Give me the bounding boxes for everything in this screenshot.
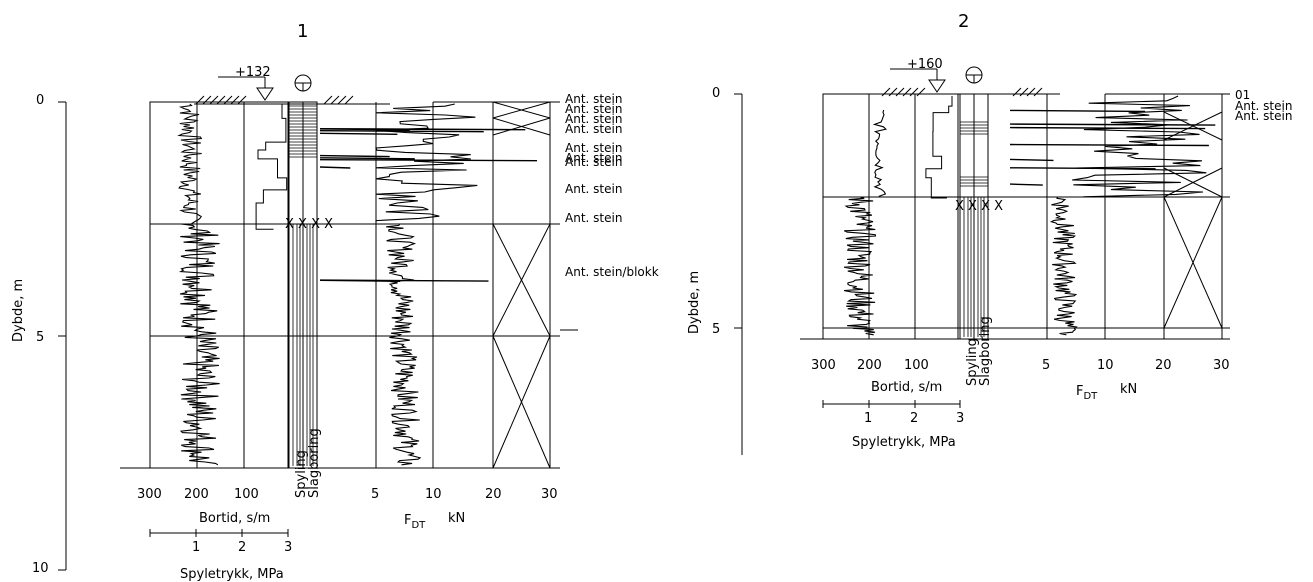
method-label: Slagboring <box>307 428 322 498</box>
fdt-trace <box>375 103 478 466</box>
annotation: Ant. stein <box>565 141 622 155</box>
method-strip: X X X X Spyling Slagboring <box>285 101 333 498</box>
elevation-label: +160 <box>907 57 943 72</box>
depth-tick-label: 0 <box>712 86 720 101</box>
fdt-tick: 20 <box>485 487 502 502</box>
fdt-unit: kN <box>448 511 465 526</box>
spyletrykk-tick: 3 <box>284 540 292 555</box>
spyletrykk-tick: 2 <box>238 540 246 555</box>
elevation-marker: +132 <box>218 65 312 103</box>
method-cross-marks: X X X X <box>955 199 1003 214</box>
fdt-axis: 5 10 20 30 FDT kN <box>1042 358 1230 402</box>
bortid-axis: 300 200 100 Bortid, s/m 1 2 3 Spyletrykk… <box>811 358 964 450</box>
bortid-tick: 300 <box>137 487 162 502</box>
annotation: Ant. stein <box>1235 99 1292 113</box>
depth-axis: 0 5 Dybde, m <box>687 86 743 455</box>
spyletrykk-trace <box>925 96 953 199</box>
method-hatch <box>289 105 317 158</box>
annotations: 01 Ant. stein Ant. stein <box>1235 88 1292 123</box>
spyletrykk-tick: 1 <box>192 540 200 555</box>
bortid-axis-label: Bortid, s/m <box>199 511 270 526</box>
annotation: Ant. stein <box>565 182 622 196</box>
annotation: Ant. stein <box>565 102 622 116</box>
fdt-axis-label: FDT <box>404 513 426 531</box>
depth-tick-label: 5 <box>712 322 720 337</box>
annotation: Ant. stein <box>565 151 622 165</box>
fdt-tick: 5 <box>371 487 379 502</box>
fdt-tick: 5 <box>1042 358 1050 373</box>
sounding-plot-1: 1 0 5 10 Dybde, m +132 <box>11 21 659 582</box>
fdt-tick: 10 <box>1097 358 1114 373</box>
method-label: Spyling <box>965 338 980 386</box>
method-cross-marks: X X X X <box>285 217 333 232</box>
bortid-frame <box>800 87 1230 340</box>
method-label: Spyling <box>294 450 309 498</box>
plot-title: 1 <box>297 21 308 42</box>
method-hatch <box>960 121 988 187</box>
method-stripes <box>963 197 985 337</box>
spyletrykk-tick: 3 <box>956 411 964 426</box>
spyletrykk-tick: 1 <box>864 411 872 426</box>
fdt-trace <box>1049 95 1207 336</box>
depth-axis: 0 5 10 Dybde, m <box>11 93 67 576</box>
annotation: Ant. stein <box>1235 109 1292 123</box>
fdt-frame <box>319 101 578 469</box>
annotation: Ant. stein <box>565 112 622 126</box>
depth-tick-label: 0 <box>36 93 44 108</box>
bortid-tick: 100 <box>234 487 259 502</box>
depth-tick-label: 10 <box>32 561 49 576</box>
depth-tick-label: 5 <box>36 330 44 345</box>
fdt-unit: kN <box>1120 382 1137 397</box>
elevation-label: +132 <box>235 65 271 80</box>
bortid-frame <box>120 95 560 469</box>
annotations: Ant. stein Ant. stein Ant. stein Ant. st… <box>565 92 659 279</box>
plot-title: 2 <box>958 11 969 32</box>
bortid-axis-label: Bortid, s/m <box>871 380 942 395</box>
fdt-frame <box>1009 93 1230 340</box>
spyletrykk-tick: 2 <box>910 411 918 426</box>
annotation: Ant. stein <box>565 211 622 225</box>
depth-axis-label: Dybde, m <box>687 271 702 334</box>
method-label: Slagboring <box>978 316 993 386</box>
elevation-marker: +160 <box>890 57 983 93</box>
fdt-spikes <box>1009 109 1216 186</box>
bortid-trace <box>843 109 888 336</box>
fdt-tick: 10 <box>425 487 442 502</box>
bortid-tick: 200 <box>184 487 209 502</box>
fdt-tick: 30 <box>541 487 558 502</box>
bortid-tick: 200 <box>857 358 882 373</box>
sounding-plot-2: 2 0 5 Dybde, m +160 <box>687 11 1292 455</box>
annotation: Ant. stein/blokk <box>565 265 659 279</box>
bortid-tick: 100 <box>904 358 929 373</box>
depth-axis-label: Dybde, m <box>11 279 26 342</box>
fdt-axis: 5 10 20 30 FDT kN <box>371 487 558 531</box>
fdt-spikes <box>319 128 538 282</box>
annotation: 01 <box>1235 88 1250 102</box>
fdt-tick: 20 <box>1155 358 1172 373</box>
spyletrykk-axis-label: Spyletrykk, MPa <box>852 435 956 450</box>
spyletrykk-trace <box>255 104 288 230</box>
bortid-tick: 300 <box>811 358 836 373</box>
bortid-trace <box>177 103 220 466</box>
method-stripes <box>292 224 314 466</box>
spyletrykk-axis-label: Spyletrykk, MPa <box>180 567 284 582</box>
fdt-tick: 30 <box>1213 358 1230 373</box>
bortid-axis: 300 200 100 Bortid, s/m 1 2 3 Spyletrykk… <box>137 487 292 582</box>
annotation: Ant. stein <box>565 155 622 169</box>
method-strip: X X X X Spyling Slagboring <box>955 93 1003 386</box>
fdt-axis-label: FDT <box>1076 384 1098 402</box>
annotation: Ant. stein <box>565 92 622 106</box>
annotation: Ant. stein <box>565 122 622 136</box>
